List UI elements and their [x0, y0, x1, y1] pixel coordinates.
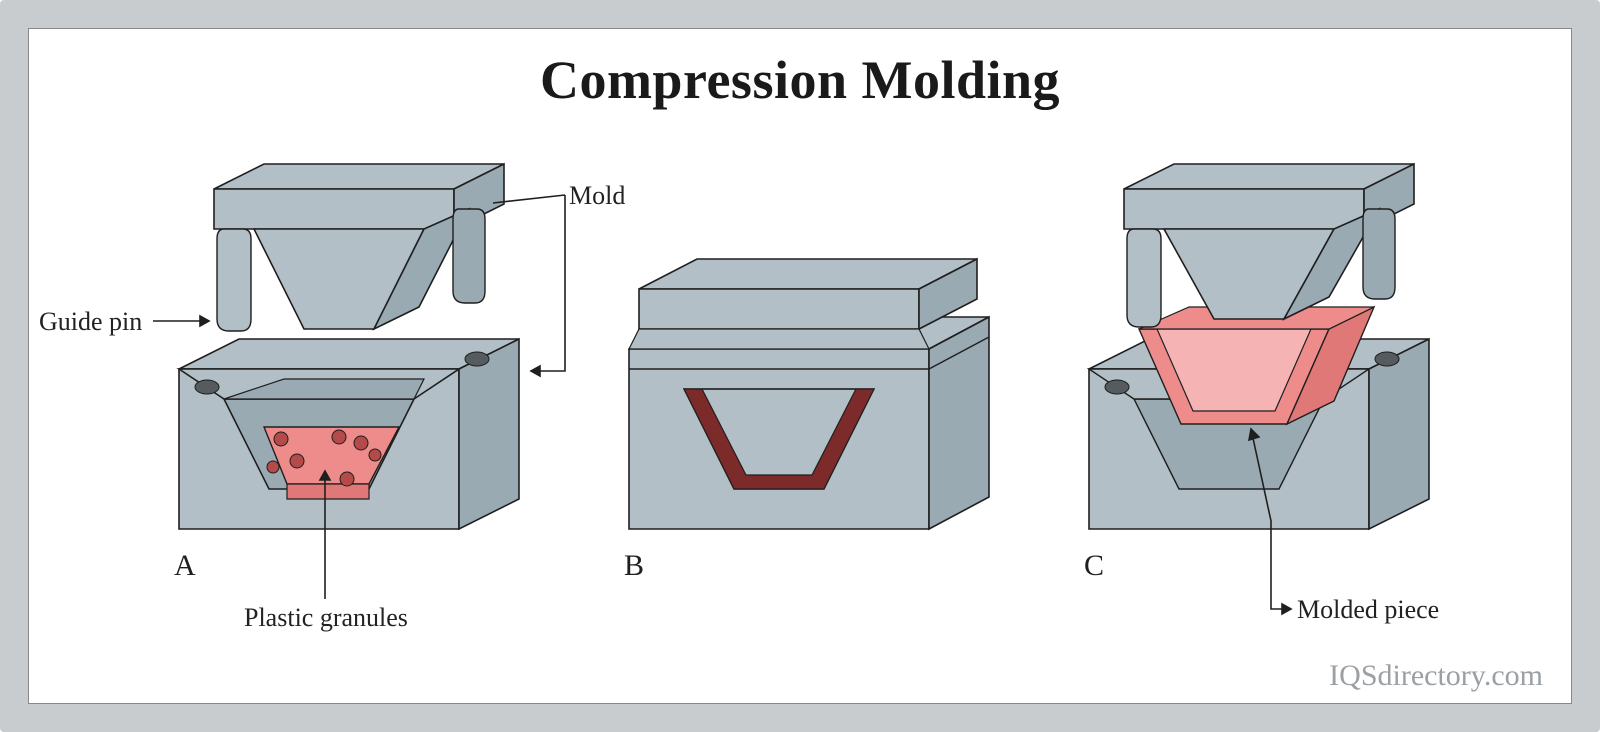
- granule: [369, 449, 381, 461]
- label-plastic-granules: Plastic granules: [244, 603, 408, 633]
- stage-a: [179, 164, 519, 529]
- granule: [340, 472, 354, 486]
- stage-letter-a: A: [174, 549, 196, 583]
- label-molded-piece: Molded piece: [1297, 595, 1439, 625]
- a-hole-left: [195, 380, 219, 394]
- diagram-panel: Compression Molding: [28, 28, 1572, 704]
- label-guide-pin: Guide pin: [39, 307, 142, 337]
- a-pin-left: [217, 229, 251, 331]
- granule: [354, 436, 368, 450]
- stage-letter-b: B: [624, 549, 644, 583]
- stage-b: [629, 259, 989, 529]
- a-plastic-front: [287, 484, 369, 499]
- a-upper-front: [214, 189, 454, 229]
- granule: [332, 430, 346, 444]
- a-pin-right: [453, 209, 485, 303]
- stage-letter-c: C: [1084, 549, 1104, 583]
- outer-frame: Compression Molding: [0, 0, 1600, 732]
- watermark: IQSdirectory.com: [1329, 659, 1543, 693]
- a-lower-side: [459, 339, 519, 529]
- granule: [274, 432, 288, 446]
- granule: [290, 454, 304, 468]
- a-hole-right: [465, 352, 489, 366]
- granule: [267, 461, 279, 473]
- stage-c: [1089, 164, 1429, 529]
- label-mold: Mold: [569, 181, 625, 211]
